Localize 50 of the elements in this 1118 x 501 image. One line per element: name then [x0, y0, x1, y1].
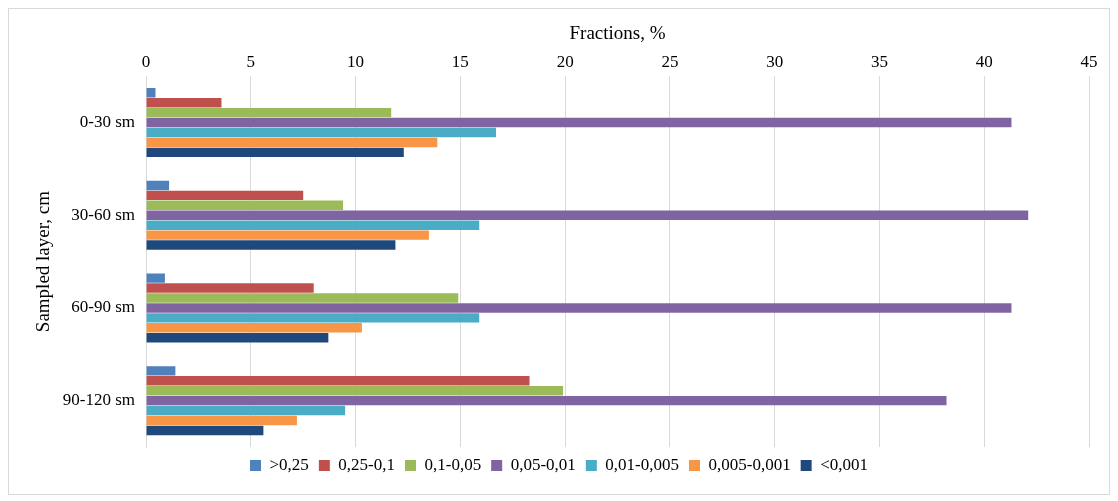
- bar: [146, 240, 396, 250]
- bar: [146, 220, 480, 230]
- y-tick-label: 0-30 sm: [79, 112, 136, 132]
- bar: [146, 127, 496, 138]
- legend-label: 0,005-0,001: [708, 454, 791, 474]
- x-tick-label: 35: [870, 52, 888, 72]
- bar: [146, 376, 530, 386]
- bar: [146, 273, 165, 283]
- bar: [146, 190, 304, 201]
- bar: [146, 323, 362, 333]
- legend-label: 0,1-0,05: [424, 454, 482, 474]
- legend-label: 0,25-0,1: [338, 454, 396, 474]
- bar: [146, 180, 170, 191]
- x-tick-label: 5: [246, 52, 256, 72]
- bar: [146, 386, 564, 396]
- x-tick-label: 45: [1080, 52, 1098, 72]
- y-axis-title: Sampled layer, cm: [32, 190, 54, 333]
- bar: [146, 395, 947, 406]
- x-tick-label: 10: [347, 52, 365, 72]
- x-tick-label: 0: [141, 52, 151, 72]
- x-tick-label: 15: [451, 52, 469, 72]
- bar: [146, 405, 346, 416]
- y-tick-label: 60-90 sm: [71, 297, 136, 317]
- bar: [146, 147, 404, 158]
- y-tick-label: 30-60 sm: [71, 204, 136, 224]
- bar: [146, 117, 1012, 128]
- bar: [146, 107, 392, 118]
- legend-label: <0,001: [820, 454, 868, 474]
- legend-label: 0,01-0,005: [605, 454, 679, 474]
- legend-label: >0,25: [269, 454, 309, 474]
- bar: [146, 425, 264, 436]
- y-tick-label: 90-120 sm: [62, 390, 136, 410]
- x-tick-label: 25: [661, 52, 679, 72]
- x-tick-label: 20: [556, 52, 574, 72]
- bar: [146, 283, 314, 293]
- x-axis-title: Fractions, %: [569, 22, 666, 44]
- bar: [146, 137, 438, 148]
- x-tick-label: 40: [975, 52, 993, 72]
- x-tick-label: 30: [766, 52, 784, 72]
- bar: [146, 415, 297, 426]
- bar: [146, 303, 1012, 313]
- bar: [146, 366, 176, 376]
- bar: [146, 210, 1029, 220]
- legend-label: 0,05-0,01: [510, 454, 576, 474]
- bar: [146, 333, 329, 343]
- bar: [146, 230, 429, 240]
- bar: [146, 313, 480, 323]
- bar: [146, 97, 222, 108]
- bar: [146, 200, 344, 211]
- bar: [146, 293, 459, 303]
